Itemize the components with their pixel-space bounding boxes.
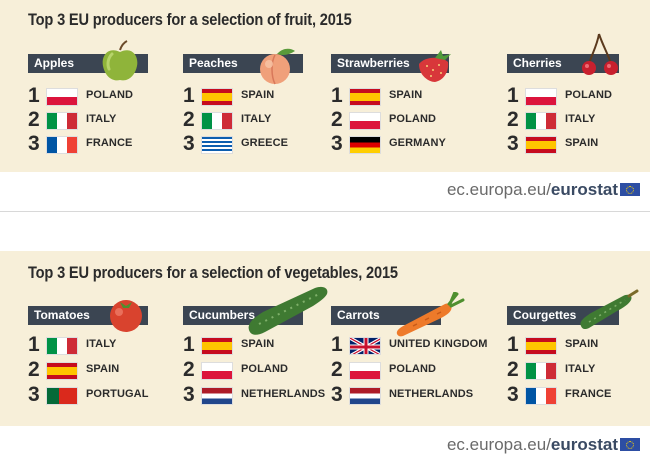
rank-row: 3 GERMANY <box>331 132 446 155</box>
peach-icon <box>260 48 295 85</box>
tomato-icon <box>110 300 142 332</box>
flag-poland-icon <box>349 112 381 130</box>
rank-row: 1 SPAIN <box>331 84 423 107</box>
strawberry-icon <box>419 50 451 82</box>
rank-row: 1 POLAND <box>28 84 134 107</box>
rank-row: 2 POLAND <box>331 358 437 381</box>
flag-poland-icon <box>349 362 381 380</box>
cucumber-icon <box>248 286 328 335</box>
rank-row: 3 GREECE <box>183 132 289 155</box>
flag-italy-icon <box>525 112 557 130</box>
apple-icon <box>102 40 138 81</box>
courgette-icon <box>580 289 639 330</box>
flag-spain-icon <box>525 136 557 154</box>
rank-row: 3 NETHERLANDS <box>331 383 474 406</box>
rank-row: 2 ITALY <box>507 358 596 381</box>
rank-row: 1 POLAND <box>507 84 613 107</box>
flag-france-icon <box>525 387 557 405</box>
fruit-title: Top 3 EU producers for a selection of fr… <box>28 10 352 29</box>
vegetables-panel: Top 3 EU producers for a selection of ve… <box>0 251 650 426</box>
flag-poland-icon <box>525 88 557 106</box>
flag-greece-icon <box>201 136 233 154</box>
rank-row: 2 ITALY <box>28 108 117 131</box>
rank-row: 2 ITALY <box>507 108 596 131</box>
rank-row: 1 UNITED KINGDOM <box>331 333 488 356</box>
eu-flag-icon <box>620 183 640 196</box>
flag-netherlands-icon <box>349 387 381 405</box>
rank-row: 3 NETHERLANDS <box>183 383 326 406</box>
flag-germany-icon <box>349 136 381 154</box>
product-label: Carrots <box>331 306 441 325</box>
flag-portugal-icon <box>46 387 78 405</box>
flag-poland-icon <box>201 362 233 380</box>
flag-spain-icon <box>201 337 233 355</box>
fruit-footer-source[interactable]: ec.europa.eu/eurostat <box>447 180 640 200</box>
vegetables-footer-source[interactable]: ec.europa.eu/eurostat <box>447 435 640 455</box>
section-divider <box>0 211 650 212</box>
rank-row: 1 SPAIN <box>183 333 275 356</box>
flag-spain-icon <box>349 88 381 106</box>
flag-spain-icon <box>201 88 233 106</box>
rank-row: 3 SPAIN <box>507 132 599 155</box>
eu-flag-icon <box>620 438 640 451</box>
rank-row: 2 ITALY <box>183 108 272 131</box>
rank-row: 1 ITALY <box>28 333 117 356</box>
cherries-icon <box>582 33 618 75</box>
vegetables-title: Top 3 EU producers for a selection of ve… <box>28 263 398 282</box>
fruit-panel: Top 3 EU producers for a selection of fr… <box>0 0 650 172</box>
flag-poland-icon <box>46 88 78 106</box>
rank-row: 3 PORTUGAL <box>28 383 149 406</box>
flag-united-kingdom-icon <box>349 337 381 355</box>
rank-row: 1 SPAIN <box>183 84 275 107</box>
rank-row: 3 FRANCE <box>507 383 612 406</box>
flag-italy-icon <box>46 112 78 130</box>
flag-spain-icon <box>46 362 78 380</box>
carrot-icon <box>396 292 465 337</box>
flag-italy-icon <box>201 112 233 130</box>
flag-italy-icon <box>46 337 78 355</box>
flag-spain-icon <box>525 337 557 355</box>
rank-row: 2 POLAND <box>331 108 437 131</box>
rank-row: 3 FRANCE <box>28 132 133 155</box>
rank-row: 2 POLAND <box>183 358 289 381</box>
flag-france-icon <box>46 136 78 154</box>
rank-row: 1 SPAIN <box>507 333 599 356</box>
flag-italy-icon <box>525 362 557 380</box>
rank-row: 2 SPAIN <box>28 358 120 381</box>
flag-netherlands-icon <box>201 387 233 405</box>
